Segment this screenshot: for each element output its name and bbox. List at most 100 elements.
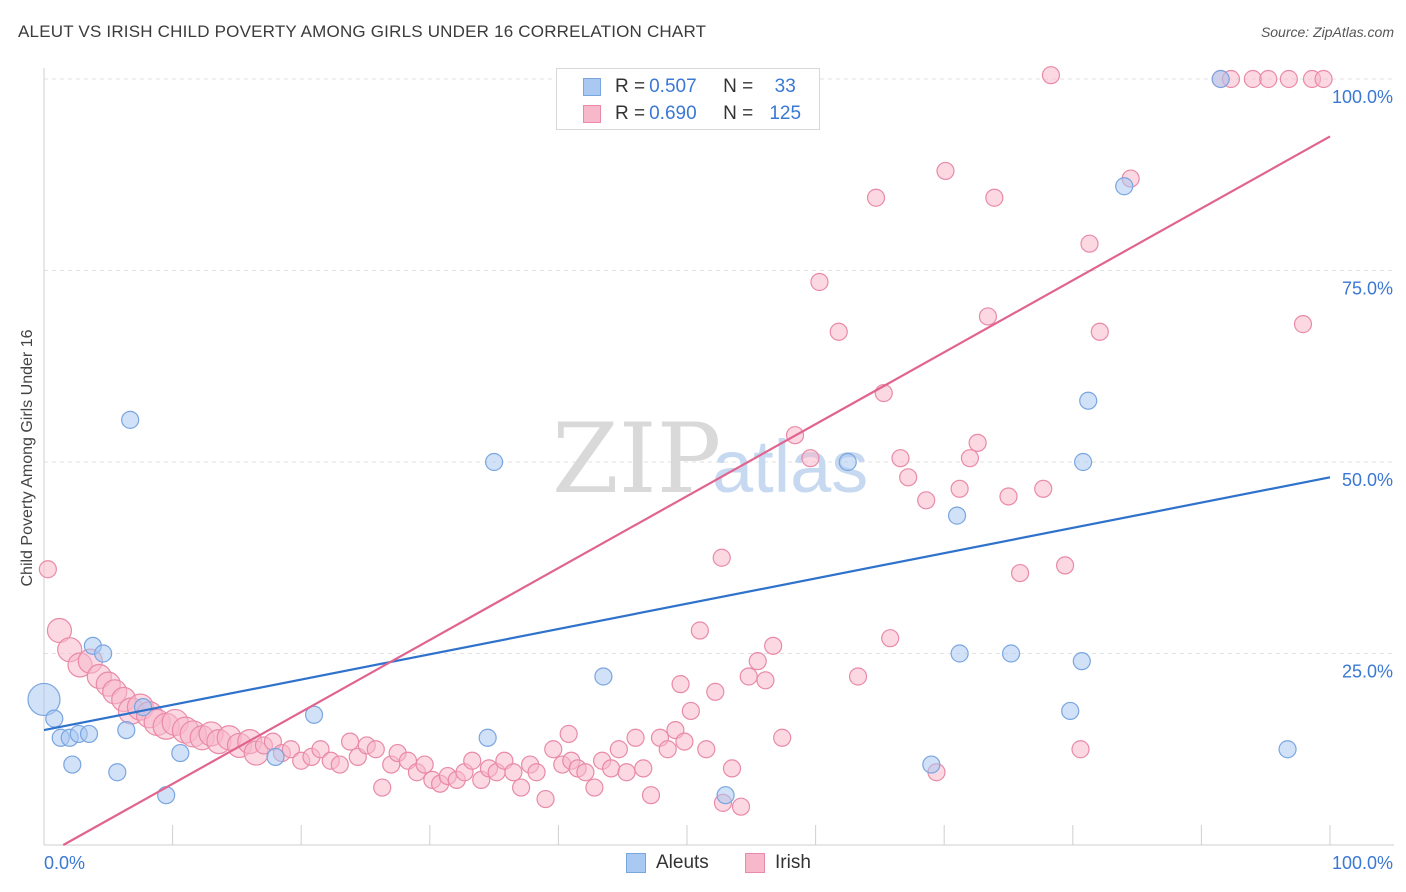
irish-point (1010, 563, 1030, 583)
aleut-point (117, 720, 136, 740)
legend-swatch-aleuts (626, 853, 646, 873)
aleut-point (171, 743, 190, 763)
x-tick-label-min: 0.0% (44, 853, 85, 873)
legend-n-value: 125 (769, 103, 802, 124)
legend-row-aleuts: R = 0.507 N = 33 (583, 75, 805, 99)
irish-point (697, 740, 716, 759)
irish-point (671, 675, 690, 694)
irish-point (829, 322, 848, 341)
aleut-point (1061, 701, 1080, 721)
irish-point (881, 629, 900, 648)
legend-swatch-irish (745, 853, 765, 873)
irish-point (917, 491, 936, 510)
legend-n-value: 33 (774, 76, 796, 97)
aleut-point (1072, 652, 1091, 671)
legend-swatch-aleuts (583, 78, 601, 96)
legend-item-irish[interactable]: Irish (745, 852, 811, 874)
aleut-point (63, 755, 82, 774)
aleut-point (1001, 644, 1021, 663)
aleut-point (1211, 69, 1230, 89)
aleut-point (94, 644, 113, 663)
aleut-point (950, 644, 969, 663)
irish-point (38, 560, 57, 579)
correlation-legend: R = 0.507 N = 33 R = 0.690 N = 125 (556, 68, 820, 130)
irish-point (1080, 234, 1099, 253)
x-tick-label-max: 100.0% (1332, 853, 1393, 873)
irish-point (891, 449, 910, 468)
trendlines (43, 135, 1331, 846)
tick-labels: 25.0% 50.0% 75.0% 100.0% 0.0% 100.0% (44, 87, 1393, 873)
y-tick-label: 50.0% (1342, 470, 1393, 490)
watermark: ZIP atlas (552, 403, 868, 515)
irish-point (634, 759, 653, 778)
irish-point (764, 636, 783, 655)
irish-point (681, 701, 700, 721)
y-tick-label: 100.0% (1332, 87, 1393, 107)
irish-point (1243, 69, 1262, 89)
aleut-point (716, 786, 735, 805)
aleut-point (1115, 177, 1134, 196)
aleut-point (1278, 740, 1297, 759)
legend-label-aleuts: Aleuts (656, 852, 709, 873)
aleut-point (478, 728, 497, 747)
irish-point (706, 682, 725, 701)
irish-point (1090, 322, 1109, 341)
irish-point (810, 272, 829, 292)
irish-point (585, 778, 604, 797)
y-tick-label: 75.0% (1342, 279, 1393, 299)
irish-point (602, 759, 621, 778)
irish-point (527, 763, 546, 782)
irish-point (1041, 66, 1061, 85)
irish-point (536, 789, 555, 809)
legend-r-label: R = (615, 76, 646, 97)
irish-point (340, 732, 360, 751)
irish-point (504, 763, 523, 782)
irish-point (641, 786, 661, 805)
aleut-point (266, 747, 285, 767)
aleut-point (594, 667, 613, 686)
aleut-point (121, 410, 140, 429)
irish-point (311, 740, 330, 759)
chart-title: ALEUT VS IRISH CHILD POVERTY AMONG GIRLS… (18, 22, 707, 41)
aleut-point (947, 506, 967, 525)
irish-point (936, 161, 955, 181)
aleut-point (79, 724, 99, 744)
irish-point (968, 433, 987, 452)
irish-point (985, 188, 1004, 207)
irish-point (899, 468, 918, 487)
irish-points (38, 66, 1333, 816)
irish-point (1279, 69, 1298, 89)
irish-point (281, 740, 301, 759)
irish-point (1314, 69, 1333, 89)
series-legend: Aleuts Irish (0, 852, 1406, 878)
aleut-point (108, 763, 127, 782)
y-tick-label: 25.0% (1342, 662, 1393, 682)
irish-point (658, 740, 677, 759)
irish-point (1293, 315, 1313, 334)
irish-point (1055, 556, 1075, 575)
irish-point (722, 759, 742, 778)
irish-point (960, 449, 980, 468)
source-label: Source: ZipAtlas.com (1260, 24, 1394, 40)
aleut-point (922, 755, 941, 774)
irish-point (866, 188, 886, 207)
irish-point (330, 755, 349, 774)
aleut-trendline (43, 476, 1331, 732)
irish-point (690, 621, 709, 640)
irish-point (999, 487, 1018, 506)
irish-point (712, 548, 731, 567)
irish-point (373, 778, 392, 797)
irish-point (748, 652, 767, 671)
irish-point (739, 667, 758, 686)
irish-point (366, 740, 385, 759)
legend-item-aleuts[interactable]: Aleuts (626, 852, 709, 874)
irish-point (512, 778, 531, 797)
legend-n-label: N = (723, 76, 754, 97)
irish-point (978, 307, 998, 326)
aleut-point (133, 698, 153, 717)
legend-row-irish: R = 0.690 N = 125 (583, 102, 805, 126)
irish-point (544, 740, 563, 759)
irish-point (415, 755, 434, 774)
irish-point (626, 728, 645, 747)
